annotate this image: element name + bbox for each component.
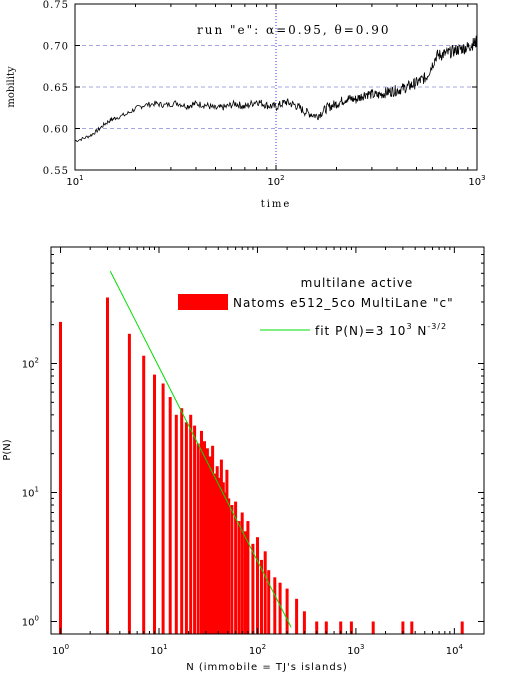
bottom-y-tick-labels: 100 101 102 [22,356,39,628]
bar [211,445,215,634]
bottom-x-tick-label: 101 [150,643,167,657]
bar [184,422,188,634]
bar [349,621,353,634]
bar [203,441,206,634]
top-mobility-line [74,35,478,143]
bar [225,469,229,634]
top-x-tick-label: 102 [267,174,284,188]
bottom-x-tick-labels: 100 101 102 103 104 [52,643,464,657]
bottom-x-tick-label: 104 [446,643,464,657]
bar [230,505,234,634]
bottom-legend: multilane active Natoms e512_5co MultiLa… [178,276,454,338]
bar [215,466,219,634]
top-chart: 0.55 0.60 0.65 0.70 0.75 101 102 103 run "e": … [6,0,486,210]
bottom-fit-line [109,270,292,628]
bar [302,611,306,634]
bottom-plot-frame [50,246,485,635]
bar [263,551,267,634]
bar [267,570,271,634]
bar [193,425,197,634]
bottom-y-axis-label: P(N) [2,439,13,460]
top-x-axis-label: time [261,199,292,210]
bar [189,414,193,634]
top-gridlines [75,45,477,129]
bar [460,621,464,634]
bar [315,621,319,634]
top-x-tick-labels: 101 102 103 [66,174,485,188]
bar [213,473,217,634]
top-annotation: run "e": α=0.95, θ=0.90 [197,23,391,37]
bar [174,414,178,634]
bar [237,521,241,634]
bottom-x-tick-label: 102 [249,643,266,657]
bar [217,477,221,634]
legend-fit-sup1: 3 [406,322,412,331]
bar [142,355,146,634]
bar [256,537,259,634]
top-y-tick-label: 0.55 [43,166,69,177]
bar [161,383,165,634]
top-y-tick-label: 0.75 [43,0,69,11]
bottom-y-tick-label: 102 [22,356,39,370]
top-y-tick-labels: 0.55 0.60 0.65 0.70 0.75 [43,0,69,177]
bar [401,621,405,634]
bar [339,621,343,634]
bar [251,543,255,634]
top-y-tick-label: 0.65 [43,83,69,94]
bar [196,443,200,634]
legend-label-fit: fit P(N)=3 103 N-3/2 [315,322,447,338]
bar [246,521,250,634]
bottom-x-tick-label: 103 [347,643,364,657]
legend-fit-mid: N [413,324,428,338]
bottom-ticks [51,246,485,634]
bar [240,512,244,634]
bar [273,577,277,634]
bar [200,430,203,634]
bar [106,297,109,634]
bar [324,621,328,634]
top-y-tick-label: 0.60 [43,125,69,136]
bar [180,408,184,634]
bar [219,459,223,634]
bar [205,448,209,634]
bar [295,598,299,634]
bar [234,501,238,634]
bottom-chart: 100 101 102 100 101 102 103 104 multilane acti… [2,246,485,673]
bottom-bars [59,297,464,634]
top-x-tick-label: 101 [66,174,83,188]
legend-fit-sup2: -3/2 [427,322,447,331]
top-y-axis-label: mobility [6,66,17,108]
legend-title: multilane active [301,276,414,290]
top-ticks [74,3,478,171]
legend-label-bars: Natoms e512_5co MultiLane "c" [233,296,454,310]
bottom-x-tick-label: 100 [52,643,69,657]
bar [260,559,263,634]
bar [243,531,247,634]
bar [227,498,231,634]
bar [410,621,414,634]
bar [59,321,62,634]
bar [153,374,156,634]
top-y-tick-label: 0.70 [43,42,69,53]
bar [221,482,225,634]
top-x-tick-label: 103 [468,174,485,188]
legend-fit-base: fit P(N)=3 10 [315,324,406,338]
bar [285,588,289,634]
bottom-y-tick-label: 100 [22,614,39,628]
legend-swatch-bars [178,294,228,310]
bar [278,582,282,634]
bar [371,621,375,634]
bar [127,333,131,634]
bar [208,456,212,634]
bottom-x-axis-label: N (immobile = TJ's islands) [186,662,348,673]
bar [223,492,227,634]
bottom-y-tick-label: 101 [22,485,39,499]
bar [168,397,172,634]
